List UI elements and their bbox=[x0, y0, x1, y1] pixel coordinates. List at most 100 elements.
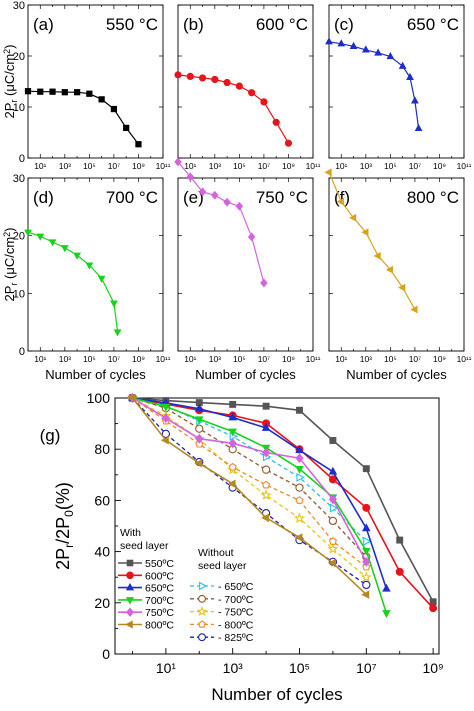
y-tick-label: 0 bbox=[19, 153, 25, 165]
x-tick-label: 10³ bbox=[59, 354, 71, 364]
data-point bbox=[327, 558, 336, 568]
data-point bbox=[195, 433, 204, 444]
x-tick-label: 10⁵ bbox=[233, 354, 246, 364]
data-point bbox=[361, 590, 370, 599]
legend-entry: 600ºC bbox=[145, 570, 174, 582]
x-tick-label: 10⁵ bbox=[233, 161, 246, 171]
data-point bbox=[98, 96, 105, 103]
y-tick-label: 30 bbox=[13, 173, 25, 185]
x-tick-label: 10¹ bbox=[335, 354, 347, 364]
data-point bbox=[248, 89, 256, 97]
y-tick-label: 20 bbox=[13, 51, 25, 63]
data-point bbox=[373, 251, 381, 260]
series-line bbox=[177, 74, 290, 144]
data-point bbox=[429, 604, 438, 613]
panel-d: 10¹ 10³ 10⁵ 10⁷ 10⁹ 10¹¹ 0 10 20 30 (d) 700 °C Numbe… bbox=[2, 173, 171, 382]
data-point bbox=[97, 275, 106, 283]
series-line bbox=[131, 397, 367, 596]
y-tick-label: 30 bbox=[13, 0, 25, 12]
data-point bbox=[295, 445, 304, 454]
data-point bbox=[49, 88, 56, 95]
legend-entry: 550ºC bbox=[145, 558, 174, 570]
data-point bbox=[363, 536, 372, 546]
data-point bbox=[73, 89, 81, 96]
y-axis-label: 2Pr (μC/cm2) bbox=[2, 44, 19, 118]
x-tick-label: 10³ bbox=[360, 354, 372, 364]
data-point bbox=[362, 556, 371, 567]
data-point bbox=[227, 479, 236, 489]
data-point bbox=[113, 329, 122, 337]
panel-label: (d) bbox=[33, 188, 54, 207]
x-tick-label: 10¹ bbox=[34, 161, 46, 171]
y-tick-label: 10 bbox=[13, 288, 25, 300]
x-tick-label: 10¹¹ bbox=[156, 354, 171, 364]
y-tick-label: 10 bbox=[13, 102, 25, 114]
data-point bbox=[261, 513, 270, 523]
x-tick-label: 10¹¹ bbox=[457, 161, 472, 171]
x-tick-label: 10³ bbox=[209, 354, 221, 364]
data-point bbox=[362, 547, 371, 556]
data-point bbox=[195, 424, 204, 433]
series-line bbox=[27, 231, 119, 333]
y-tick-label: 20 bbox=[13, 231, 25, 243]
legend-marker bbox=[199, 581, 208, 591]
data-point bbox=[295, 465, 304, 474]
x-tick-label: 10⁵ bbox=[289, 660, 310, 676]
x-tick-label: 10¹ bbox=[335, 161, 347, 171]
temperature-label: 750 °C bbox=[256, 188, 308, 207]
y-tick-label: 60 bbox=[94, 492, 110, 508]
x-axis-label: Number of cycles bbox=[211, 685, 342, 704]
x-tick-label: 10⁵ bbox=[384, 161, 397, 171]
x-tick-label: 10⁹ bbox=[132, 354, 145, 364]
legend-title: seed layer bbox=[198, 560, 247, 572]
data-point bbox=[61, 89, 68, 96]
data-point bbox=[186, 72, 194, 81]
data-point bbox=[429, 598, 437, 606]
x-tick-label: 10³ bbox=[223, 660, 244, 676]
x-tick-label: 10⁹ bbox=[422, 660, 443, 676]
plot-frame bbox=[27, 177, 164, 352]
data-point bbox=[349, 41, 358, 49]
x-tick-label: 10¹¹ bbox=[457, 354, 472, 364]
temperature-label: 800 °C bbox=[407, 188, 459, 207]
data-point bbox=[324, 168, 332, 177]
x-tick-label: 10⁷ bbox=[108, 161, 120, 171]
x-tick-label: 10¹¹ bbox=[156, 161, 171, 171]
legend-entry: - 825ºC bbox=[218, 632, 254, 644]
data-point bbox=[260, 98, 268, 106]
series-line bbox=[132, 397, 434, 609]
legend-entry: - 800ºC bbox=[218, 619, 254, 631]
series-line bbox=[132, 397, 367, 568]
plot-frame bbox=[27, 4, 164, 159]
legend-entry: - 750ºC bbox=[218, 607, 254, 619]
data-point bbox=[284, 139, 293, 147]
data-point bbox=[295, 496, 304, 504]
data-point bbox=[174, 157, 182, 167]
data-point bbox=[198, 187, 207, 197]
x-tick-label: 10⁹ bbox=[282, 354, 295, 364]
temperature-label: 650 °C bbox=[407, 15, 459, 34]
series-line bbox=[177, 161, 265, 284]
temperature-label: 550 °C bbox=[106, 15, 158, 34]
x-tick-label: 10⁷ bbox=[409, 354, 421, 364]
y-tick-label: 100 bbox=[87, 390, 111, 406]
temperature-label: 600 °C bbox=[256, 15, 308, 34]
x-tick-label: 10¹ bbox=[184, 161, 196, 171]
data-point bbox=[360, 571, 372, 582]
data-point bbox=[123, 124, 130, 132]
y-axis-label: 2Pr/2P0(%) bbox=[53, 482, 76, 570]
data-point bbox=[174, 71, 182, 79]
legend-marker bbox=[196, 605, 208, 617]
data-point bbox=[228, 438, 237, 449]
legend-title: With bbox=[120, 527, 141, 539]
data-point bbox=[37, 88, 44, 95]
x-axis-label: Number of cycles bbox=[45, 367, 146, 382]
panel-label: (a) bbox=[33, 15, 54, 34]
series-with bbox=[128, 393, 371, 567]
data-point bbox=[411, 96, 419, 104]
data-point bbox=[110, 105, 118, 113]
legend-marker bbox=[125, 582, 135, 591]
